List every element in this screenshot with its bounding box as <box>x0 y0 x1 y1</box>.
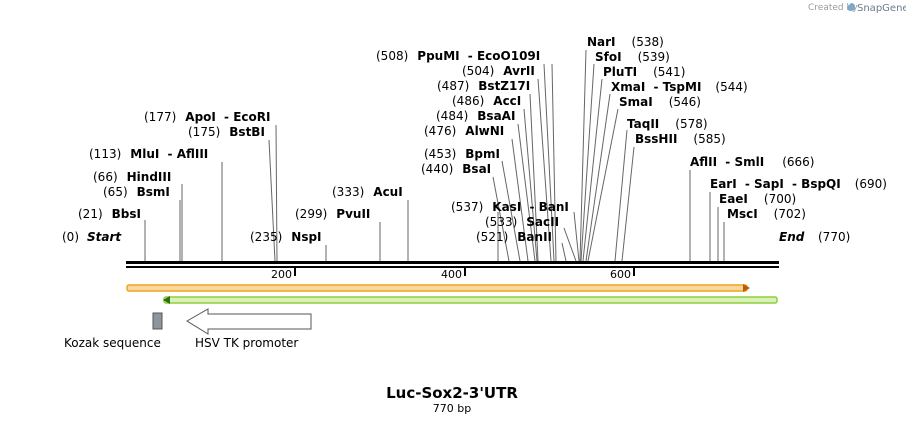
end-label: End <box>779 230 805 244</box>
site-line-kasi <box>573 211 580 262</box>
branding: Created by SnapGene <box>808 3 906 14</box>
feature-kozak[interactable]: Kozak sequence <box>64 312 163 350</box>
hsv-tk-promoter-label: HSV TK promoter <box>195 336 298 350</box>
site-line-xmai <box>585 93 611 262</box>
site-label-sfoi: SfoI (539) <box>595 50 670 64</box>
site-label-eaei: EaeI (700) <box>719 192 796 206</box>
site-label-bbsi: (21) BbsI <box>78 207 141 221</box>
site-line-ppumi-2 <box>551 63 557 262</box>
site-label-pluti: PluTI (541) <box>603 65 685 79</box>
kozak-sequence-box[interactable] <box>152 312 163 330</box>
map-title: Luc-Sox2-3'UTR <box>386 384 518 402</box>
ruler-label-600: 600 <box>610 268 631 281</box>
site-label-pvuii: (299) PvuII <box>295 207 370 221</box>
site-label-nari: NarI (538) <box>587 35 664 49</box>
site-line-bstbi <box>268 139 276 262</box>
site-line-sfoi <box>580 63 595 262</box>
site-label-bpmi: (453) BpmI <box>424 147 500 161</box>
site-label-bstbi: (175) BstBI <box>188 125 265 139</box>
start-position: (0) <box>62 230 79 244</box>
site-label-banii: (521) BanII <box>476 230 552 244</box>
sequence-backbone <box>126 261 779 268</box>
feature-hsv-tk[interactable]: HSV TK promoter <box>186 308 312 350</box>
site-line-taqii <box>614 129 628 262</box>
site-line-bstz17i <box>529 93 539 262</box>
feature-bars <box>126 284 778 304</box>
site-label-acui: (333) AcuI <box>332 185 403 199</box>
ruler-label-200: 200 <box>271 268 292 281</box>
branding-name: SnapGene <box>857 3 906 14</box>
branding-prefix: Created by <box>808 3 858 13</box>
site-label-hindiii: (66) HindIII <box>93 170 171 184</box>
site-label-aflii: AflII - SmlI (666) <box>690 155 814 169</box>
site-label-kasi: (537) KasI - BanI <box>451 200 569 214</box>
site-line-ppumi <box>543 63 555 262</box>
site-line-acci <box>523 108 538 262</box>
site-label-mlui: (113) MluI - AflIII <box>89 147 208 161</box>
site-label-taqii: TaqII (578) <box>627 117 708 131</box>
kozak-sequence-label: Kozak sequence <box>64 336 161 350</box>
site-lines <box>144 49 725 262</box>
site-line-apoi <box>275 124 278 262</box>
site-label-smai: SmaI (546) <box>619 95 701 109</box>
orange-feature-bar[interactable] <box>126 284 748 292</box>
site-line-bsai <box>492 176 510 262</box>
start-label: Start <box>87 230 122 244</box>
site-label-bsshii: BssHII (585) <box>635 132 726 146</box>
site-label-bstz17i: (487) BstZ17I <box>437 79 530 93</box>
ruler-label-400: 400 <box>441 268 462 281</box>
snapgene-logo-icon <box>847 3 855 11</box>
site-line-nari <box>579 49 587 262</box>
site-line-avrii <box>537 78 552 262</box>
site-line-sacii <box>563 227 577 262</box>
site-label-xmai: XmaI - TspMI (544) <box>611 80 748 94</box>
hsv-tk-promoter-arrow-icon[interactable] <box>186 308 312 335</box>
backbone-bottom-strand <box>126 266 779 268</box>
site-label-ppumi: (508) PpuMI - EcoO109I <box>376 49 540 63</box>
site-labels: (0) Start (21) BbsI (65) BsmI (66) HindIII … <box>62 35 887 244</box>
site-label-apoi: (177) ApoI - EcoRI <box>144 110 270 124</box>
site-line-smai <box>587 108 619 262</box>
site-line-alwni <box>511 138 529 262</box>
site-label-bsmi: (65) BsmI <box>103 185 170 199</box>
site-line-bsaai <box>517 123 536 262</box>
site-label-bsai: (440) BsaI <box>421 162 491 176</box>
backbone-top-strand <box>126 261 779 264</box>
site-label-msci: MscI (702) <box>727 207 806 221</box>
green-feature-bar[interactable] <box>163 296 778 304</box>
site-line-bsshii <box>621 146 635 262</box>
site-line-bpmi <box>501 160 521 262</box>
orange-feature-arrowhead-icon <box>743 284 750 292</box>
site-line-banii <box>561 242 567 262</box>
ruler: 200 400 600 <box>271 268 635 281</box>
site-label-avrii: (504) AvrII <box>462 64 535 78</box>
site-label-acci: (486) AccI <box>452 94 521 108</box>
end-position: (770) <box>818 230 850 244</box>
green-feature-arrowhead-icon <box>163 296 170 304</box>
site-label-sacii: (533) SacII <box>485 215 559 229</box>
map-length: 770 bp <box>433 402 471 415</box>
site-line-pluti <box>582 78 603 262</box>
site-label-bsaai: (484) BsaAI <box>436 109 515 123</box>
site-label-alwni: (476) AlwNI <box>424 124 504 138</box>
site-label-eari: EarI - SapI - BspQI (690) <box>710 177 887 191</box>
site-label-nspi: (235) NspI <box>250 230 322 244</box>
